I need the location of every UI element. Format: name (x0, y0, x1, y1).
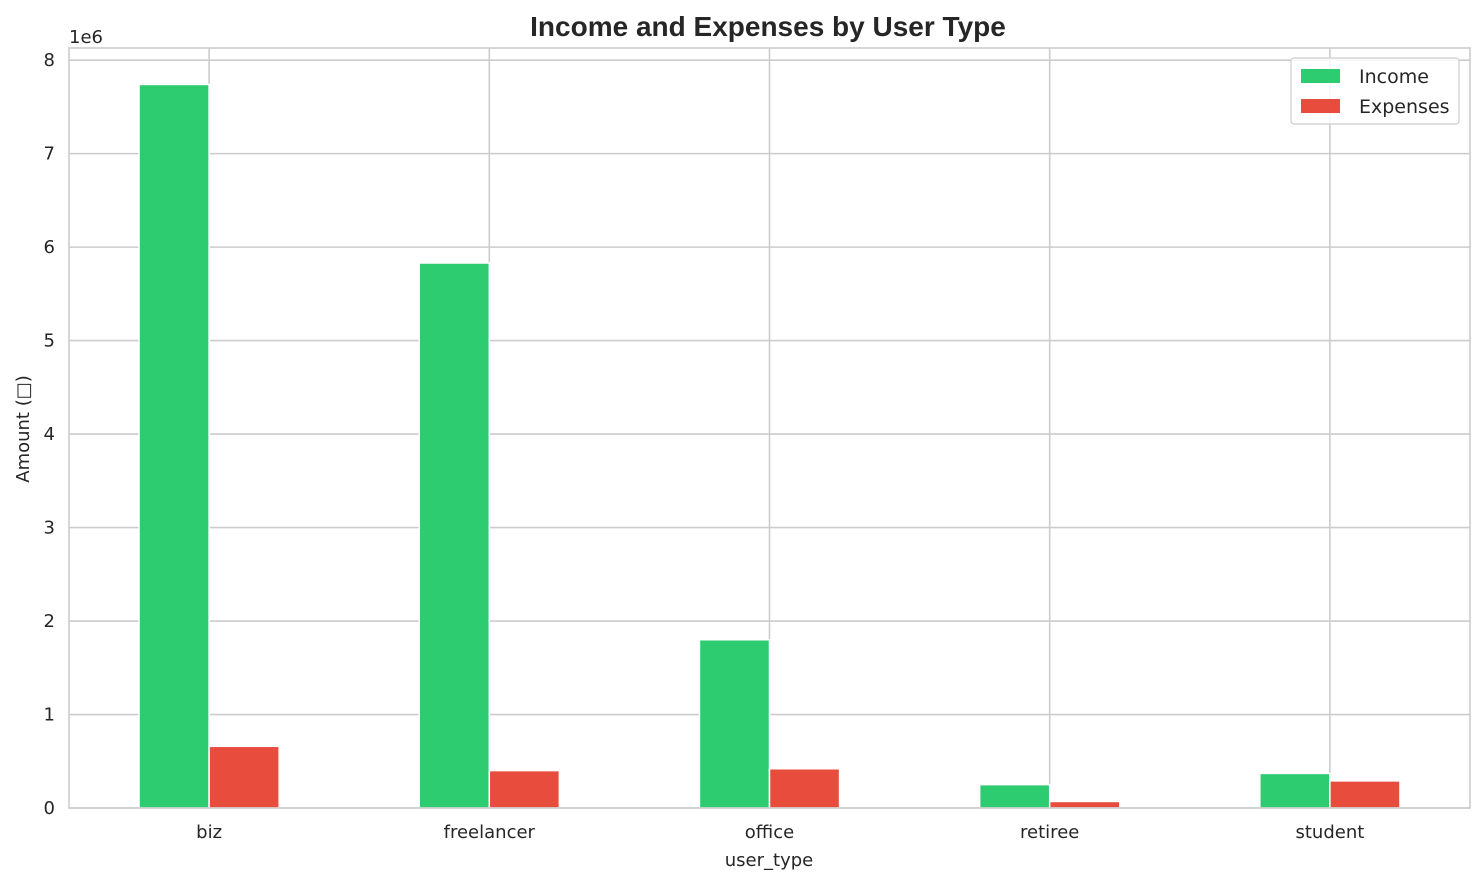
x-tick-label: office (745, 822, 794, 843)
bar-income-retiree (978, 783, 1051, 809)
y-tick-label: 3 (44, 518, 55, 539)
bars (138, 83, 1401, 809)
tick-labels: 0 1 2 3 4 5 6 7 8 biz freelancer office retiree stude… (44, 50, 1365, 843)
y-axis-label: Amount (□) (13, 375, 34, 483)
y-tick-label: 2 (44, 611, 55, 632)
bar-income-freelancer (418, 262, 491, 809)
y-tick-label: 0 (44, 798, 55, 819)
chart-title: Income and Expenses by User Type (530, 11, 1006, 42)
bar-expenses-biz (208, 745, 280, 809)
y-tick-label: 5 (44, 331, 55, 352)
bar-income-student (1259, 772, 1331, 809)
y-tick-label: 7 (44, 144, 55, 165)
bar-income-biz (138, 83, 210, 809)
bar-income-office (698, 638, 771, 809)
x-tick-label: student (1295, 822, 1364, 843)
bar-expenses-retiree (1048, 800, 1121, 809)
legend-label-income: Income (1359, 66, 1429, 88)
legend-label-expenses: Expenses (1359, 96, 1450, 118)
plot-frame (68, 47, 1471, 809)
x-axis-label: user_type (725, 850, 813, 871)
bar-expenses-student (1329, 780, 1401, 809)
x-tick-label: freelancer (444, 822, 536, 843)
x-tick-label: retiree (1020, 822, 1079, 843)
legend: Income Expenses (1290, 57, 1460, 125)
legend-swatch-expenses (1301, 99, 1340, 113)
bar-expenses-freelancer (488, 769, 561, 809)
y-tick-label: 1 (44, 705, 55, 726)
x-tick-label: biz (196, 822, 222, 843)
legend-swatch-income (1301, 69, 1340, 83)
bar-expenses-office (768, 767, 841, 809)
y-tick-label: 6 (44, 237, 55, 258)
y-tick-label: 4 (44, 424, 55, 445)
y-tick-label: 8 (44, 50, 55, 71)
y-scale-label: 1e6 (69, 27, 103, 48)
